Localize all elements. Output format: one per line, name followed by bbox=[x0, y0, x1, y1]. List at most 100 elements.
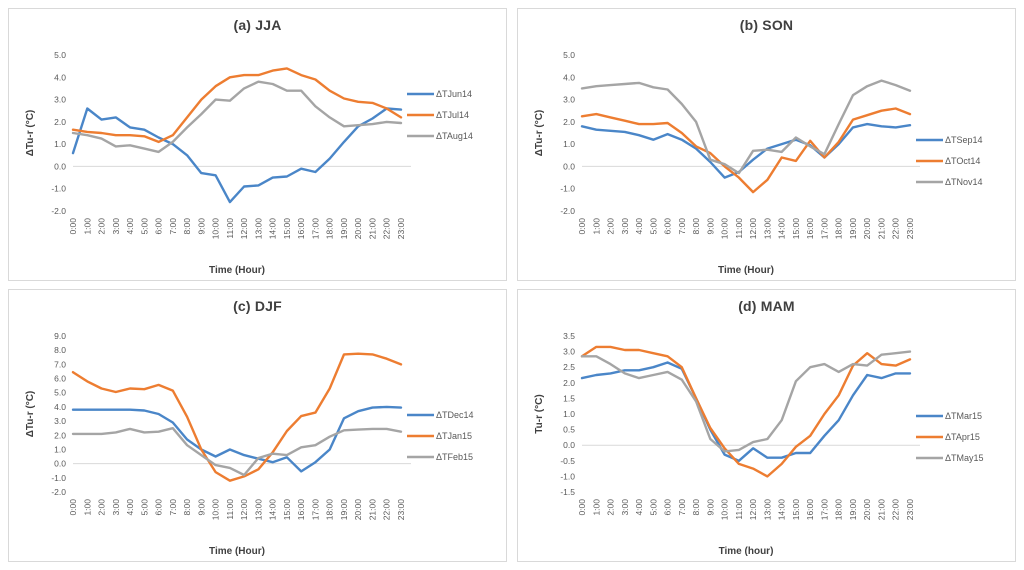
x-tick-label: 2:00 bbox=[97, 499, 107, 516]
legend-label: ΔTOct14 bbox=[945, 156, 980, 166]
x-tick-label: 19:00 bbox=[848, 499, 858, 521]
x-tick-label: 22:00 bbox=[891, 499, 901, 521]
y-tick-label: 1.5 bbox=[563, 393, 575, 403]
x-tick-label: 11:00 bbox=[734, 218, 744, 239]
x-axis-title: Time (hour) bbox=[719, 546, 774, 557]
y-tick-label: 6.0 bbox=[54, 374, 66, 384]
y-tick-label: 0.0 bbox=[54, 161, 66, 171]
x-tick-label: 9:00 bbox=[705, 218, 715, 235]
x-tick-label: 22:00 bbox=[382, 499, 392, 521]
y-tick-label: -1.0 bbox=[51, 184, 66, 194]
x-tick-label: 0:00 bbox=[577, 499, 587, 516]
x-tick-label: 18:00 bbox=[834, 218, 844, 240]
x-axis-title: Time (Hour) bbox=[209, 265, 265, 276]
x-tick-label: 19:00 bbox=[339, 499, 349, 521]
chart-canvas-djf: 9.0 8.0 7.0 6.0 5.0 4.0 3.0 2.0 1.0 0.0 -1.0 -2.00:… bbox=[25, 331, 474, 557]
x-tick-label: 3:00 bbox=[620, 499, 630, 516]
series-line-ΔTApr15 bbox=[580, 345, 912, 478]
x-tick-label: 9:00 bbox=[705, 499, 715, 516]
x-tick-label: 23:00 bbox=[396, 499, 406, 521]
x-tick-label: 17:00 bbox=[819, 218, 829, 240]
series-line-ΔTSep14 bbox=[580, 122, 912, 179]
x-tick-label: 23:00 bbox=[905, 218, 915, 240]
y-tick-label: 4.0 bbox=[54, 402, 66, 412]
legend-label: ΔTFeb15 bbox=[436, 452, 473, 462]
y-tick-label: 5.0 bbox=[54, 50, 66, 60]
x-tick-label: 9:00 bbox=[196, 218, 206, 235]
legend-label: ΔTJul14 bbox=[436, 110, 469, 120]
x-tick-label: 9:00 bbox=[196, 499, 206, 516]
y-axis-title: ΔTu-r (°C) bbox=[25, 110, 36, 157]
legend-label: ΔTMay15 bbox=[945, 453, 984, 463]
x-tick-label: 6:00 bbox=[663, 499, 673, 516]
x-tick-label: 8:00 bbox=[182, 218, 192, 235]
y-tick-label: 0.0 bbox=[563, 161, 575, 171]
x-tick-label: 2:00 bbox=[606, 499, 616, 516]
chart-panel-djf: (c) DJF 9.0 8.0 7.0 6.0 5.0 4.0 3.0 2.0 1.0 0.0 -1… bbox=[8, 289, 507, 562]
x-tick-label: 12:00 bbox=[748, 499, 758, 521]
legend-label: ΔTDec14 bbox=[436, 410, 474, 420]
x-tick-label: 14:00 bbox=[268, 499, 278, 521]
x-tick-label: 19:00 bbox=[339, 218, 349, 240]
y-axis-title: ΔTu-r (°C) bbox=[25, 391, 36, 438]
x-tick-label: 17:00 bbox=[310, 218, 320, 240]
x-tick-label: 16:00 bbox=[805, 218, 815, 240]
x-tick-label: 15:00 bbox=[282, 218, 292, 240]
x-tick-label: 1:00 bbox=[591, 499, 601, 516]
x-tick-label: 17:00 bbox=[819, 499, 829, 521]
y-tick-label: -2.0 bbox=[51, 206, 66, 216]
x-tick-label: 21:00 bbox=[367, 218, 377, 240]
x-tick-label: 13:00 bbox=[762, 499, 772, 521]
x-tick-label: 10:00 bbox=[211, 218, 221, 240]
x-tick-label: 1:00 bbox=[82, 218, 92, 235]
y-axis-title: ΔTu-r (°C) bbox=[534, 110, 545, 157]
x-tick-label: 14:00 bbox=[268, 218, 278, 240]
x-tick-label: 5:00 bbox=[648, 499, 658, 516]
y-tick-label: 5.0 bbox=[563, 50, 575, 60]
x-tick-label: 20:00 bbox=[862, 499, 872, 521]
x-tick-label: 2:00 bbox=[97, 218, 107, 235]
x-tick-label: 20:00 bbox=[353, 499, 363, 521]
x-tick-label: 3:00 bbox=[111, 218, 121, 235]
x-tick-label: 16:00 bbox=[296, 218, 306, 240]
chart-title-jja: (a) JJA bbox=[233, 17, 282, 33]
series-line-ΔTFeb15 bbox=[71, 426, 403, 477]
y-tick-label: 1.0 bbox=[54, 444, 66, 454]
legend-label: ΔTSep14 bbox=[945, 135, 983, 145]
legend-label: ΔTMar15 bbox=[945, 411, 982, 421]
x-tick-label: 0:00 bbox=[577, 218, 587, 235]
x-tick-label: 15:00 bbox=[791, 499, 801, 521]
x-tick-label: 11:00 bbox=[734, 499, 744, 520]
y-tick-label: 2.0 bbox=[54, 117, 66, 127]
y-tick-label: 3.0 bbox=[54, 416, 66, 426]
series-line-ΔTJul14 bbox=[71, 67, 403, 144]
x-tick-label: 19:00 bbox=[848, 218, 858, 240]
x-tick-label: 12:00 bbox=[239, 499, 249, 521]
series-line-ΔTAug14 bbox=[71, 80, 403, 154]
x-tick-label: 17:00 bbox=[310, 499, 320, 521]
x-tick-label: 10:00 bbox=[720, 499, 730, 521]
chart-canvas-son: 5.0 4.0 3.0 2.0 1.0 0.0 -1.0 -2.00:00 1:00 2:00 3:… bbox=[534, 50, 983, 276]
x-tick-label: 13:00 bbox=[762, 218, 772, 240]
x-tick-label: 13:00 bbox=[253, 218, 263, 240]
y-tick-label: 3.0 bbox=[54, 95, 66, 105]
x-tick-label: 23:00 bbox=[905, 499, 915, 521]
x-tick-label: 16:00 bbox=[805, 499, 815, 521]
chart-canvas-mam: 3.5 3.0 2.5 2.0 1.5 1.0 0.5 0.0 -0.5 -1.0 -1.50:00… bbox=[534, 331, 984, 557]
x-tick-label: 10:00 bbox=[720, 218, 730, 240]
y-tick-label: 4.0 bbox=[54, 72, 66, 82]
y-tick-label: -0.5 bbox=[560, 456, 575, 466]
y-tick-label: -1.0 bbox=[51, 473, 66, 483]
x-tick-label: 18:00 bbox=[325, 218, 335, 240]
chart-panel-jja: (a) JJA 5.0 4.0 3.0 2.0 1.0 0.0 -1.0 -2.0 0:00 1:… bbox=[8, 8, 507, 281]
y-tick-label: -2.0 bbox=[51, 487, 66, 497]
x-tick-label: 12:00 bbox=[239, 218, 249, 240]
x-axis-title: Time (Hour) bbox=[718, 265, 774, 276]
series-line-ΔTOct14 bbox=[580, 107, 912, 194]
x-tick-label: 18:00 bbox=[834, 499, 844, 521]
series-line-ΔTJan15 bbox=[71, 352, 403, 482]
x-tick-label: 10:00 bbox=[211, 499, 221, 521]
x-tick-label: 13:00 bbox=[253, 499, 263, 521]
x-tick-label: 5:00 bbox=[648, 218, 658, 235]
x-tick-label: 1:00 bbox=[82, 499, 92, 516]
